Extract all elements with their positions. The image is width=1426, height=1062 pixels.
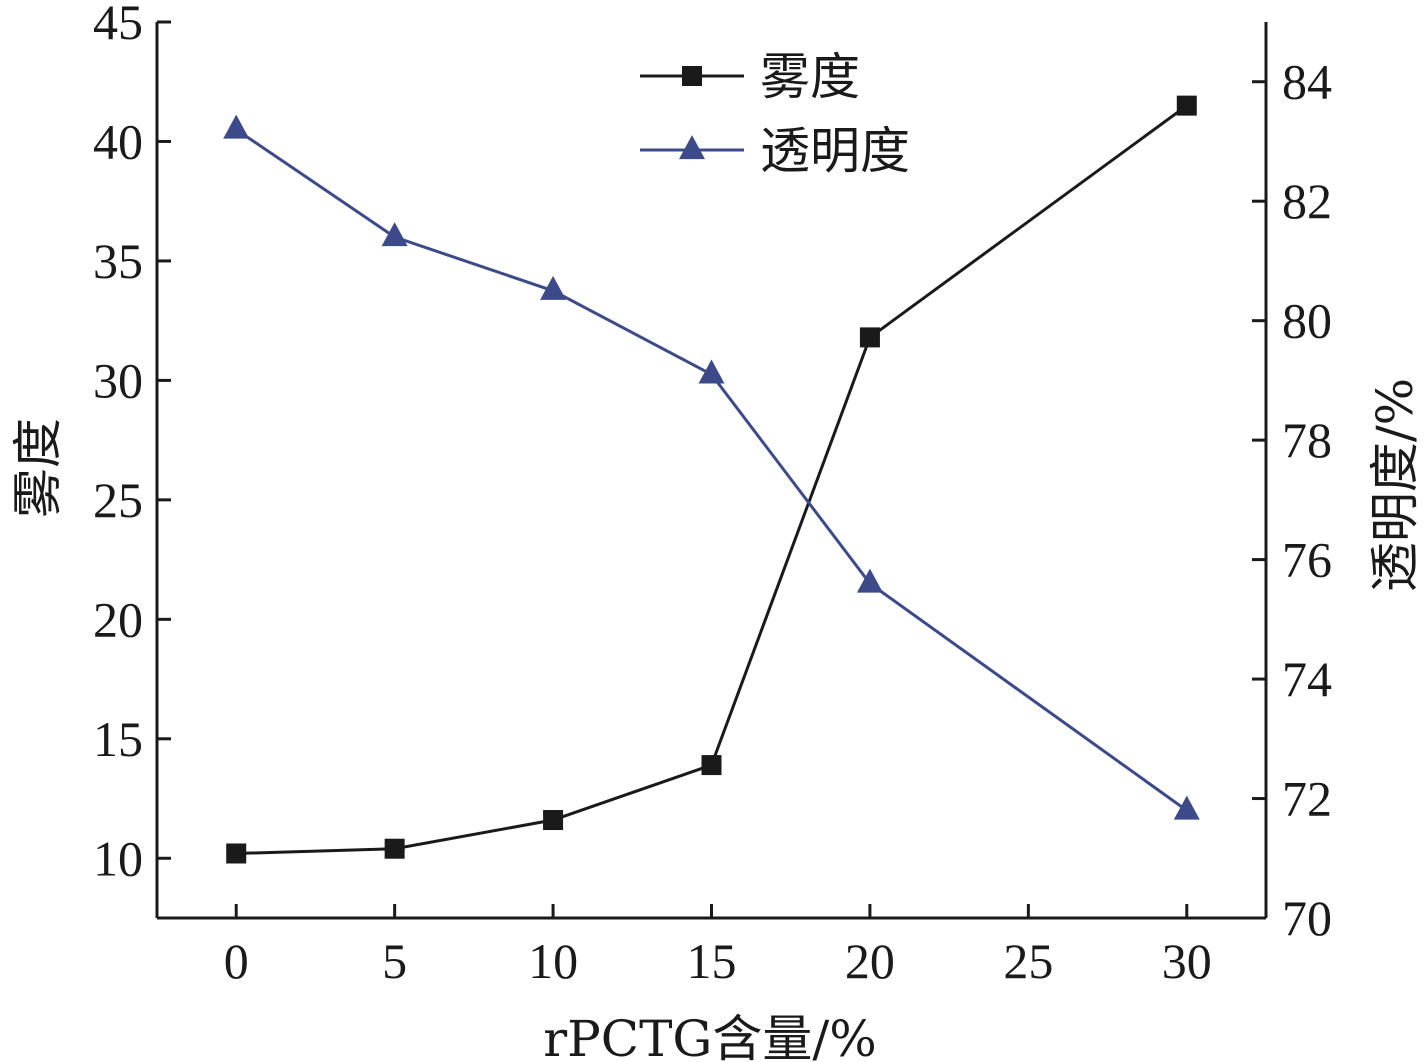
data-point (223, 114, 250, 139)
y-left-tick-label: 40 (93, 113, 143, 169)
y-right-tick-label: 72 (1282, 771, 1332, 827)
data-point (856, 568, 883, 593)
y-right-tick-label: 74 (1282, 651, 1332, 707)
data-point (698, 359, 725, 384)
y-left-tick-label: 35 (93, 233, 143, 289)
x-axis-title: rPCTG含量/% (543, 1010, 876, 1062)
data-point (384, 838, 405, 859)
legend-marker (679, 135, 705, 160)
x-tick-label: 15 (687, 933, 737, 989)
data-point (543, 810, 564, 831)
series-layer (223, 95, 1200, 864)
y-right-tick-label: 76 (1282, 532, 1332, 588)
y-left-tick-label: 10 (93, 830, 143, 886)
legend-marker (682, 66, 702, 86)
x-tick-label: 25 (1003, 933, 1053, 989)
y-right-tick-label: 70 (1282, 890, 1332, 946)
y-right-tick-label: 84 (1282, 54, 1332, 110)
data-point (226, 843, 247, 864)
x-tick-label: 0 (224, 933, 249, 989)
x-tick-label: 20 (845, 933, 895, 989)
data-point (381, 222, 408, 247)
x-tick-label: 30 (1162, 933, 1212, 989)
y-left-tick-label: 25 (93, 472, 143, 528)
y-right-tick-label: 82 (1282, 173, 1332, 229)
legend-label: 透明度 (760, 122, 910, 180)
data-point (701, 755, 722, 776)
x-tick-label: 10 (528, 933, 578, 989)
x-tick-label: 5 (382, 933, 407, 989)
legend-item: 雾度 (640, 48, 860, 106)
y-right-axis-title: 透明度/% (1366, 378, 1424, 592)
series-transparency (223, 114, 1200, 820)
legend-item: 透明度 (640, 122, 910, 180)
data-point (540, 275, 567, 300)
series-line (236, 104, 1188, 855)
y-left-tick-label: 15 (93, 711, 143, 767)
y-left-axis-title: 雾度 (9, 418, 67, 518)
series-haze (226, 95, 1197, 864)
y-right-tick-label: 78 (1282, 412, 1332, 468)
axes (155, 22, 1268, 920)
y-left-tick-label: 20 (93, 591, 143, 647)
legend-label: 雾度 (760, 48, 860, 106)
y-left-tick-label: 30 (93, 352, 143, 408)
data-point (1176, 95, 1197, 116)
data-point (1173, 795, 1200, 820)
y-right-tick-label: 80 (1282, 293, 1332, 349)
data-point (859, 327, 880, 348)
series-line (235, 128, 1188, 812)
ticks: 10 15 20 25 30 35 40 45 70 72 74 76 78 80 82 84 0 5 10 15 20… (93, 0, 1332, 989)
y-left-tick-label: 45 (93, 0, 143, 50)
